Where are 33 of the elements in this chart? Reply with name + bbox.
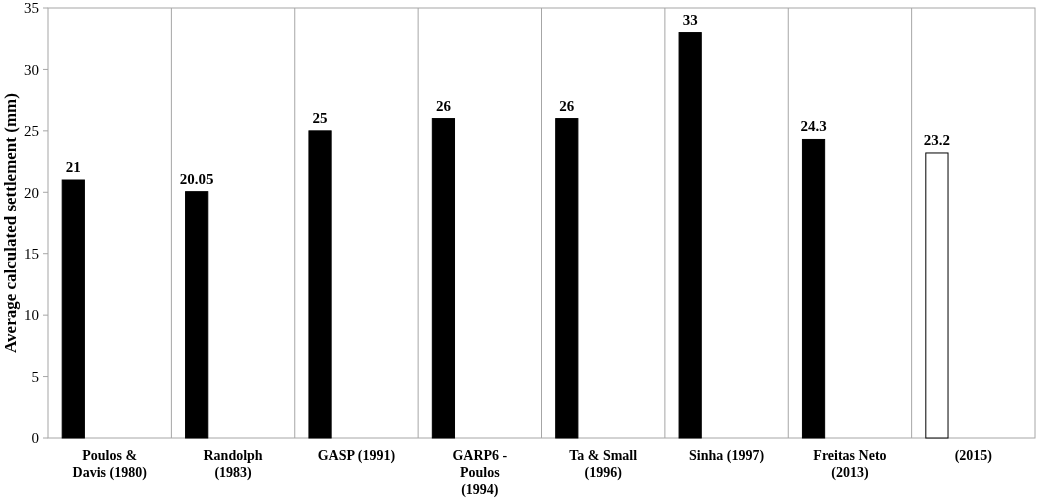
bar — [185, 191, 209, 439]
y-tick-label: 30 — [24, 61, 39, 78]
data-label: 26 — [435, 97, 452, 114]
bar — [61, 179, 85, 439]
y-tick-label: 0 — [31, 430, 39, 447]
x-tick-label: Freitas Neto (2013) — [813, 448, 887, 481]
data-label: 26 — [559, 97, 575, 114]
bar — [678, 32, 702, 439]
data-label: 33 — [682, 11, 698, 28]
data-label: 23.2 — [923, 131, 951, 148]
x-tick-label: Sinha (1997) — [689, 448, 765, 464]
y-tick-label: 35 — [24, 0, 39, 17]
data-label: 20.05 — [179, 170, 214, 187]
bar — [801, 138, 826, 439]
data-label: 24.3 — [800, 118, 827, 135]
data-label: 25 — [312, 109, 328, 126]
x-tick-label: GASP (1991) — [317, 448, 396, 464]
x-tick-label: GARP6 - Poulos (1994) — [452, 448, 508, 498]
bar — [925, 152, 949, 439]
x-tick-label: Poulos & Davis (1980) — [72, 448, 148, 481]
bar — [431, 118, 456, 439]
y-tick-label: 20 — [24, 184, 39, 201]
x-tick-label: (2015) — [954, 448, 993, 464]
x-tick-label: Randolph (1983) — [203, 448, 263, 481]
y-tick-label: 15 — [24, 245, 39, 262]
y-tick-label: 10 — [24, 307, 39, 324]
bar — [555, 118, 579, 439]
data-label: 21 — [65, 159, 81, 175]
bar — [308, 130, 332, 439]
x-tick-label: Ta & Small (1996) — [569, 448, 638, 481]
y-tick-label: 5 — [31, 368, 39, 385]
y-tick-label: 25 — [24, 123, 39, 140]
y-axis-title: Average calculated settlement (mm) — [1, 93, 20, 353]
